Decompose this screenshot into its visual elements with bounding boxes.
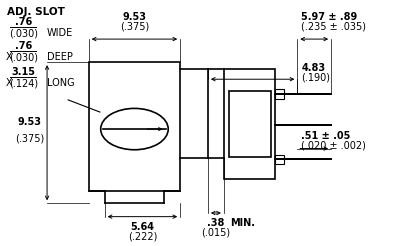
Text: X: X <box>5 52 12 62</box>
Text: (.235 ± .035): (.235 ± .035) <box>301 22 366 32</box>
Text: 4.83: 4.83 <box>301 63 326 73</box>
Text: .76: .76 <box>15 17 32 27</box>
Text: LONG: LONG <box>47 78 75 88</box>
Text: 5.64: 5.64 <box>130 221 154 231</box>
Text: 5.97 ± .89: 5.97 ± .89 <box>301 12 358 22</box>
Text: DEEP: DEEP <box>47 52 73 62</box>
Text: X: X <box>5 78 12 88</box>
Text: (.015): (.015) <box>201 228 230 238</box>
Text: MIN.: MIN. <box>230 218 255 228</box>
Text: (.375): (.375) <box>15 134 45 144</box>
Text: 3.15: 3.15 <box>11 67 35 77</box>
Text: ADJ. SLOT: ADJ. SLOT <box>7 7 65 17</box>
Bar <box>89 62 180 191</box>
Text: 9.53: 9.53 <box>18 117 42 127</box>
Text: (.375): (.375) <box>120 22 149 32</box>
Text: (.124): (.124) <box>9 78 38 89</box>
Text: 9.53: 9.53 <box>122 12 146 22</box>
Text: (.030): (.030) <box>9 28 38 38</box>
Bar <box>276 155 284 164</box>
Text: .51 ± .05: .51 ± .05 <box>301 131 351 141</box>
Text: (.190): (.190) <box>301 73 330 83</box>
Text: .76: .76 <box>15 41 32 51</box>
Text: (.222): (.222) <box>128 231 157 241</box>
Text: (.020 ± .002): (.020 ± .002) <box>301 141 366 151</box>
Bar <box>276 89 284 99</box>
Bar <box>224 69 276 179</box>
Text: (.030): (.030) <box>9 52 38 62</box>
Text: .38: .38 <box>207 218 224 228</box>
Text: WIDE: WIDE <box>47 28 73 38</box>
Bar <box>229 91 271 157</box>
